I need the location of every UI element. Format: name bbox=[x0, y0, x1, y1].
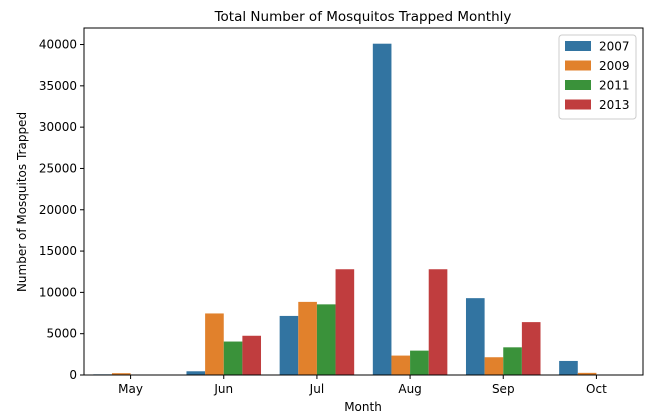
bar-2009-Jul bbox=[298, 301, 317, 375]
y-tick-label: 30000 bbox=[39, 120, 77, 134]
y-tick-label: 5000 bbox=[46, 327, 77, 341]
bar-2013-Jun bbox=[242, 335, 262, 375]
legend-swatch-2013 bbox=[565, 99, 591, 110]
bar-2009-May bbox=[111, 373, 131, 375]
y-tick-label: 20000 bbox=[39, 203, 77, 217]
bar-2009-Oct bbox=[577, 372, 597, 375]
y-tick-label: 40000 bbox=[39, 38, 77, 52]
legend-swatch-2007 bbox=[565, 41, 591, 51]
legend-swatch-2009 bbox=[565, 60, 591, 71]
plot-frame bbox=[83, 27, 644, 376]
legend-label-2007: 2007 bbox=[599, 40, 630, 54]
x-tick-label: Oct bbox=[586, 382, 607, 396]
x-axis-label: Month bbox=[344, 400, 382, 414]
legend-label-2009: 2009 bbox=[599, 59, 630, 73]
bar-2009-Aug bbox=[391, 355, 411, 375]
chart-title: Total Number of Mosquitos Trapped Monthl… bbox=[214, 9, 512, 25]
legend-box bbox=[558, 34, 637, 120]
bar-2013-Sep bbox=[521, 322, 541, 375]
bar-2011-Jul bbox=[316, 304, 336, 375]
bar-2011-Sep bbox=[503, 347, 522, 375]
bar-2007-Oct bbox=[559, 360, 578, 375]
legend-label-2013: 2013 bbox=[599, 98, 630, 112]
bar-2007-Aug bbox=[372, 43, 392, 375]
x-tick-label: Jun bbox=[213, 382, 233, 396]
plot-area: 0 5000 10000 15000 20000 25000 30000 35000 40000… bbox=[39, 27, 644, 396]
y-tick-label: 25000 bbox=[39, 161, 77, 175]
bar-2013-Jul bbox=[335, 269, 355, 375]
x-tick-label: Jul bbox=[309, 382, 324, 396]
bar-2011-Jun bbox=[223, 341, 243, 375]
legend-label-2011: 2011 bbox=[599, 79, 630, 93]
bar-2013-Aug bbox=[428, 269, 448, 375]
y-tick-label: 10000 bbox=[39, 285, 77, 299]
y-tick-label: 15000 bbox=[39, 244, 77, 258]
bar-2009-Sep bbox=[484, 357, 504, 375]
bar-2011-Aug bbox=[410, 350, 429, 375]
legend-swatch-2011 bbox=[565, 80, 591, 90]
x-tick-label: May bbox=[118, 382, 143, 396]
legend: 2007 2009 2011 2013 bbox=[558, 34, 637, 120]
x-tick-label: Sep bbox=[492, 382, 515, 396]
y-tick-label: 35000 bbox=[39, 79, 77, 93]
y-axis-label: Number of Mosquitos Trapped bbox=[15, 112, 29, 292]
bar-2009-Jun bbox=[205, 313, 224, 375]
y-tick-label: 0 bbox=[69, 368, 77, 382]
bar-2007-Sep bbox=[465, 298, 485, 375]
x-tick-label: Aug bbox=[398, 382, 421, 396]
bar-2007-Jul bbox=[279, 315, 299, 375]
bar-2007-Jun bbox=[186, 371, 206, 375]
